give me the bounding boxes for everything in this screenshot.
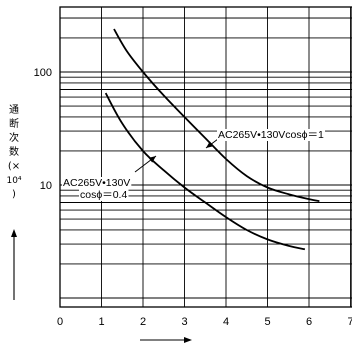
x-tick-label: 0: [57, 316, 63, 328]
y-axis-ticks: 10 100: [34, 67, 52, 192]
annotation-background: [62, 177, 132, 189]
x-tick-label: 7: [347, 316, 352, 328]
y-label-char: (×: [7, 161, 21, 172]
annotation-label: AC265V•130V: [63, 177, 130, 189]
annotation-label: cosϕ＝0.4: [80, 189, 127, 201]
series-line: [104, 92, 306, 251]
grid-lines: [60, 7, 352, 307]
y-label-char: ): [12, 189, 16, 200]
series-lines: [104, 28, 320, 251]
leader-arrowhead: [148, 156, 156, 163]
y-tick-label: 100: [34, 67, 52, 79]
y-label-char: 数: [9, 147, 19, 158]
x-axis-arrow: [140, 337, 192, 343]
leader-arrowhead: [206, 141, 214, 148]
x-axis-ticks: 0 1 2 3 4 5 6 7: [57, 316, 352, 328]
y-label-char: 10⁴: [6, 176, 22, 186]
y-axis-label: 通 断 次 数 (× 10⁴ ): [4, 104, 24, 202]
y-label-char: 次: [9, 133, 19, 144]
y-axis-arrow: [11, 229, 17, 300]
annotation-label: AC265V•130Vcosϕ＝1: [218, 129, 324, 141]
plot-frame: [59, 6, 352, 308]
x-tick-label: 3: [181, 316, 187, 328]
y-label-char: 通: [9, 105, 19, 116]
series-line: [113, 28, 320, 202]
annotations: AC265V•130Vcosϕ＝1 AC265V•130Vcosϕ＝0.4: [62, 129, 326, 201]
x-tick-label: 2: [140, 316, 146, 328]
y-label-char: 断: [9, 119, 19, 130]
annotation-background: [79, 189, 129, 201]
annotation-background: [217, 129, 326, 141]
x-tick-label: 6: [306, 316, 312, 328]
y-tick-label: 10: [40, 180, 52, 192]
x-tick-label: 4: [223, 316, 229, 328]
x-tick-label: 5: [264, 316, 270, 328]
x-tick-label: 1: [98, 316, 104, 328]
